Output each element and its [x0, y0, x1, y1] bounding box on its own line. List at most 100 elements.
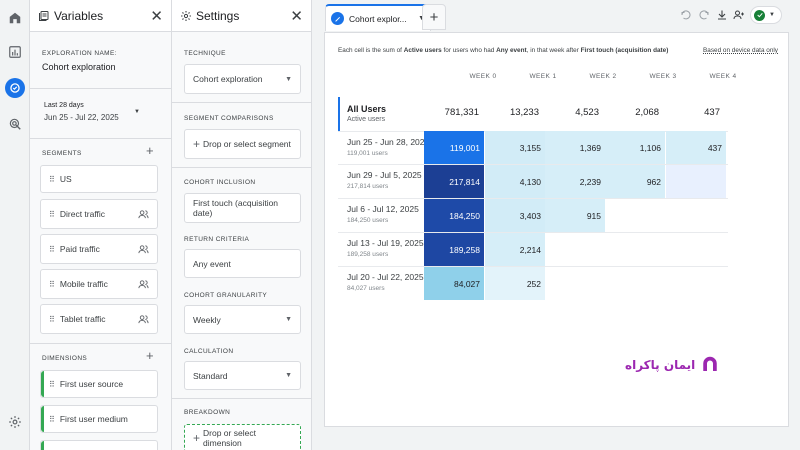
cohort-cell[interactable]: 962 — [605, 165, 665, 198]
dimension-color-bar — [41, 406, 44, 432]
dimension-drop-zone[interactable]: + Drop or select dimension — [184, 424, 301, 450]
segment-chip[interactable]: ⠿ US — [40, 165, 158, 193]
all-users-row: All Users Active users — [338, 97, 728, 132]
cohort-cell[interactable]: 3,403 — [485, 199, 545, 232]
advertising-icon[interactable] — [5, 114, 25, 134]
segment-drop-zone[interactable]: + Drop or select segment — [184, 129, 301, 159]
logo-text: ایمان پاکراه — [625, 358, 696, 372]
redo-icon[interactable] — [697, 8, 711, 22]
segment-chip[interactable]: ⠿ Mobile traffic — [40, 269, 158, 299]
cohort-cell[interactable]: 1,106 — [605, 131, 665, 164]
drag-handle-icon[interactable]: ⠿ — [49, 379, 55, 389]
cohort-cell[interactable]: 4,130 — [485, 165, 545, 198]
download-icon[interactable] — [715, 8, 729, 22]
logo-mark-icon — [703, 356, 717, 371]
cohort-row-users: 84,027 users — [347, 285, 385, 292]
cohort-granularity-value: Weekly — [193, 314, 221, 325]
cohort-row-label: Jul 6 - Jul 12, 2025 — [347, 204, 419, 214]
divider — [338, 198, 728, 199]
return-criteria-field[interactable]: Any event — [184, 249, 301, 278]
technique-select[interactable]: Cohort exploration ▼ — [184, 64, 301, 94]
cohort-granularity-select[interactable]: Weekly ▼ — [184, 305, 301, 334]
calculation-label: CALCULATION — [184, 348, 234, 355]
date-range-preset[interactable]: Last 28 days — [44, 102, 84, 109]
week-header: WEEK 2 — [589, 73, 617, 80]
dimension-chip[interactable]: ⠿ First user medium — [40, 405, 158, 433]
drag-handle-icon[interactable]: ⠿ — [49, 279, 55, 289]
add-tab-button[interactable]: + — [422, 4, 446, 30]
drag-handle-icon[interactable]: ⠿ — [49, 209, 55, 219]
tab-menu-icon[interactable]: ▼ — [418, 15, 425, 22]
breakdown-label: BREAKDOWN — [184, 409, 231, 416]
cohort-cell[interactable]: 189,258 — [424, 233, 484, 266]
cohort-cell[interactable]: 184,250 — [424, 199, 484, 232]
cohort-cell[interactable]: 252 — [485, 267, 545, 300]
calculation-select[interactable]: Standard ▼ — [184, 361, 301, 390]
undo-icon[interactable] — [679, 8, 693, 22]
cohort-cell[interactable]: 84,027 — [424, 267, 484, 300]
share-user-icon[interactable] — [732, 8, 746, 22]
drag-handle-icon[interactable]: ⠿ — [49, 244, 55, 254]
plus-icon: + — [193, 431, 201, 445]
add-segment-icon[interactable]: + — [146, 143, 154, 158]
reports-icon[interactable] — [5, 42, 25, 62]
cohort-cell[interactable]: 119,001 — [424, 131, 484, 164]
cohort-inclusion-field[interactable]: First touch (acquisition date) — [184, 193, 301, 223]
cohort-cell[interactable]: 3,155 — [485, 131, 545, 164]
cohort-cell[interactable]: 915 — [545, 199, 605, 232]
edit-pencil-icon — [331, 12, 344, 25]
variables-icon — [39, 10, 49, 21]
tab-cohort-exploration[interactable]: Cohort explor... ▼ — [325, 4, 431, 31]
date-range-value[interactable]: Jun 25 - Jul 22, 2025 — [44, 113, 119, 122]
user-segment-icon — [138, 244, 149, 253]
settings-icon[interactable] — [5, 412, 25, 432]
cohort-cell[interactable]: 2,214 — [485, 233, 545, 266]
dropdown-arrow-icon: ▼ — [769, 12, 775, 18]
cohort-granularity-label: COHORT GRANULARITY — [184, 292, 268, 299]
exploration-main: Cohort explor... ▼ + ▼ — [312, 0, 800, 450]
cohort-inclusion-value: First touch (acquisition date) — [193, 198, 279, 218]
total-value: 781,331 — [444, 107, 479, 118]
cohort-cell[interactable]: 217,814 — [424, 165, 484, 198]
note-text: Each cell is the sum of — [338, 47, 404, 54]
segment-chip[interactable]: ⠿ Tablet traffic — [40, 304, 158, 334]
technique-value: Cohort exploration — [193, 74, 263, 84]
segment-chip[interactable]: ⠿ Direct traffic — [40, 199, 158, 229]
note-return: Any event — [496, 47, 527, 54]
cohort-cell[interactable]: 2,239 — [545, 165, 605, 198]
home-icon[interactable] — [5, 8, 25, 28]
total-value: 2,068 — [635, 107, 659, 118]
divider — [338, 232, 728, 233]
explore-icon[interactable] — [5, 78, 25, 98]
plus-icon: + — [193, 137, 201, 151]
cohort-row-label: Jun 29 - Jul 5, 2025 — [347, 170, 422, 180]
cohort-inclusion-label: COHORT INCLUSION — [184, 179, 256, 186]
cohort-cell[interactable]: 1,369 — [545, 131, 605, 164]
device-data-note[interactable]: Based on device data only — [703, 47, 778, 54]
drag-handle-icon[interactable]: ⠿ — [49, 174, 55, 184]
status-menu[interactable]: ▼ — [750, 6, 782, 24]
cohort-cell[interactable]: 437 — [666, 131, 726, 164]
divider — [172, 167, 312, 168]
date-dropdown-icon[interactable]: ▼ — [134, 109, 140, 115]
add-dimension-icon[interactable]: + — [146, 348, 154, 363]
exploration-name-field[interactable]: Cohort exploration — [42, 62, 116, 72]
dropdown-arrow-icon: ▼ — [285, 316, 292, 323]
dimension-chip[interactable] — [40, 440, 158, 450]
return-criteria-label: RETURN CRITERIA — [184, 236, 250, 243]
segments-label: SEGMENTS — [42, 150, 82, 157]
variables-header: Variables ✕ — [30, 0, 171, 32]
divider — [172, 398, 312, 399]
drag-handle-icon[interactable]: ⠿ — [49, 314, 55, 324]
dropdown-arrow-icon: ▼ — [285, 75, 292, 83]
close-variables-icon[interactable]: ✕ — [150, 7, 163, 25]
watermark-logo: ایمان پاکراه — [625, 356, 719, 374]
close-settings-icon[interactable]: ✕ — [290, 7, 303, 25]
segment-chip[interactable]: ⠿ Paid traffic — [40, 234, 158, 264]
dimension-chip[interactable]: ⠿ First user source — [40, 370, 158, 398]
divider — [30, 88, 172, 89]
drag-handle-icon[interactable]: ⠿ — [49, 414, 55, 424]
settings-title: Settings — [196, 8, 240, 23]
week-header: WEEK 1 — [529, 73, 557, 80]
dimension-label: First user medium — [59, 414, 128, 424]
